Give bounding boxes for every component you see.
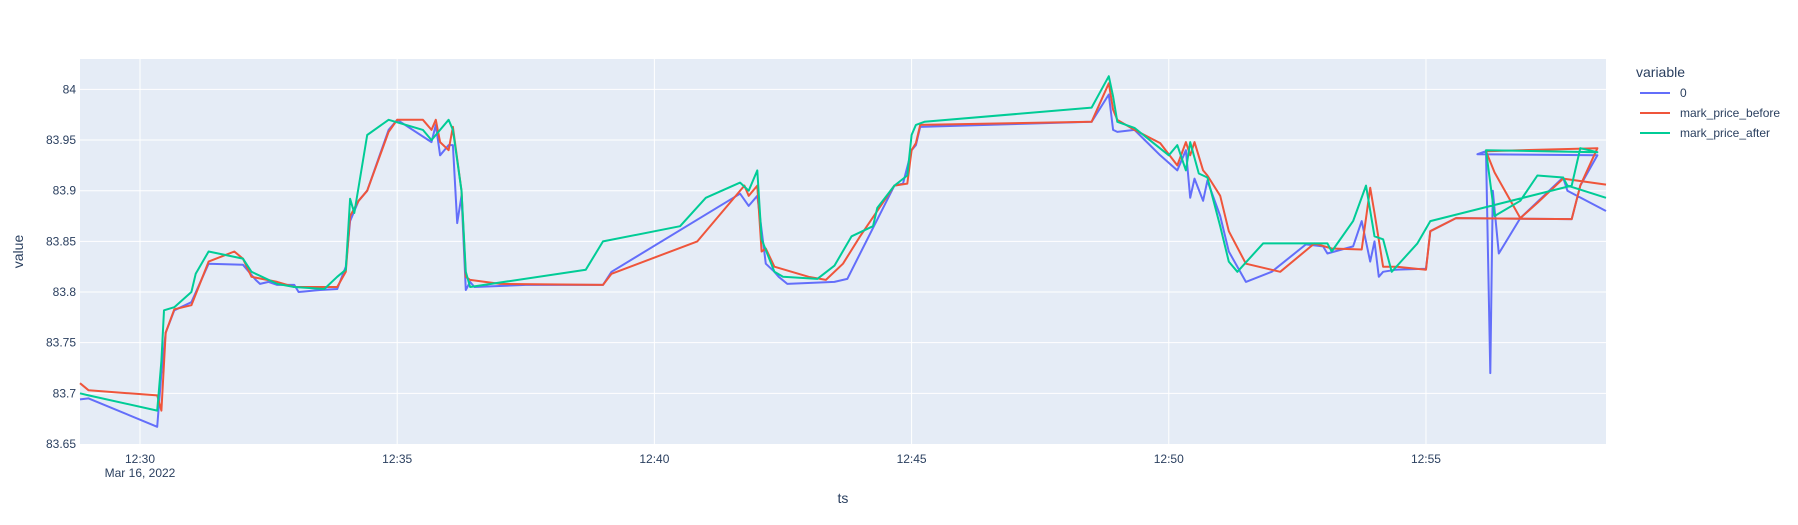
y-tick-label: 83.65 <box>46 437 76 451</box>
y-axis-title: value <box>10 235 26 269</box>
x-axis-title: ts <box>838 490 849 506</box>
y-tick-label: 83.7 <box>53 386 77 400</box>
x-tick-label: 12:55 <box>1411 452 1441 466</box>
y-tick-label: 83.95 <box>46 133 76 147</box>
legend-label-2[interactable]: mark_price_after <box>1680 126 1770 140</box>
x-tick-label: 12:30 <box>125 452 155 466</box>
legend-label-1[interactable]: mark_price_before <box>1680 106 1780 120</box>
series-line-1[interactable] <box>79 82 1607 412</box>
x-tick-label: 12:35 <box>382 452 412 466</box>
y-axis-ticks: 83.65 83.7 83.75 83.8 83.85 83.9 83.95 84 <box>46 82 76 451</box>
x-tick-date-label: Mar 16, 2022 <box>105 466 176 480</box>
legend-title: variable <box>1636 64 1685 80</box>
y-tick-label: 83.75 <box>46 336 76 350</box>
series-lines <box>79 75 1607 428</box>
x-tick-label: 12:45 <box>897 452 927 466</box>
x-tick-label: 12:40 <box>639 452 669 466</box>
y-tick-label: 83.9 <box>53 184 77 198</box>
series-line-2[interactable] <box>79 75 1607 412</box>
legend[interactable]: variable 0 mark_price_before mark_price_af… <box>1636 64 1780 140</box>
x-tick-label: 12:50 <box>1154 452 1184 466</box>
y-tick-label: 83.8 <box>53 285 77 299</box>
legend-label-0[interactable]: 0 <box>1680 86 1687 100</box>
y-tick-label: 83.85 <box>46 234 76 248</box>
y-tick-label: 84 <box>63 82 77 96</box>
